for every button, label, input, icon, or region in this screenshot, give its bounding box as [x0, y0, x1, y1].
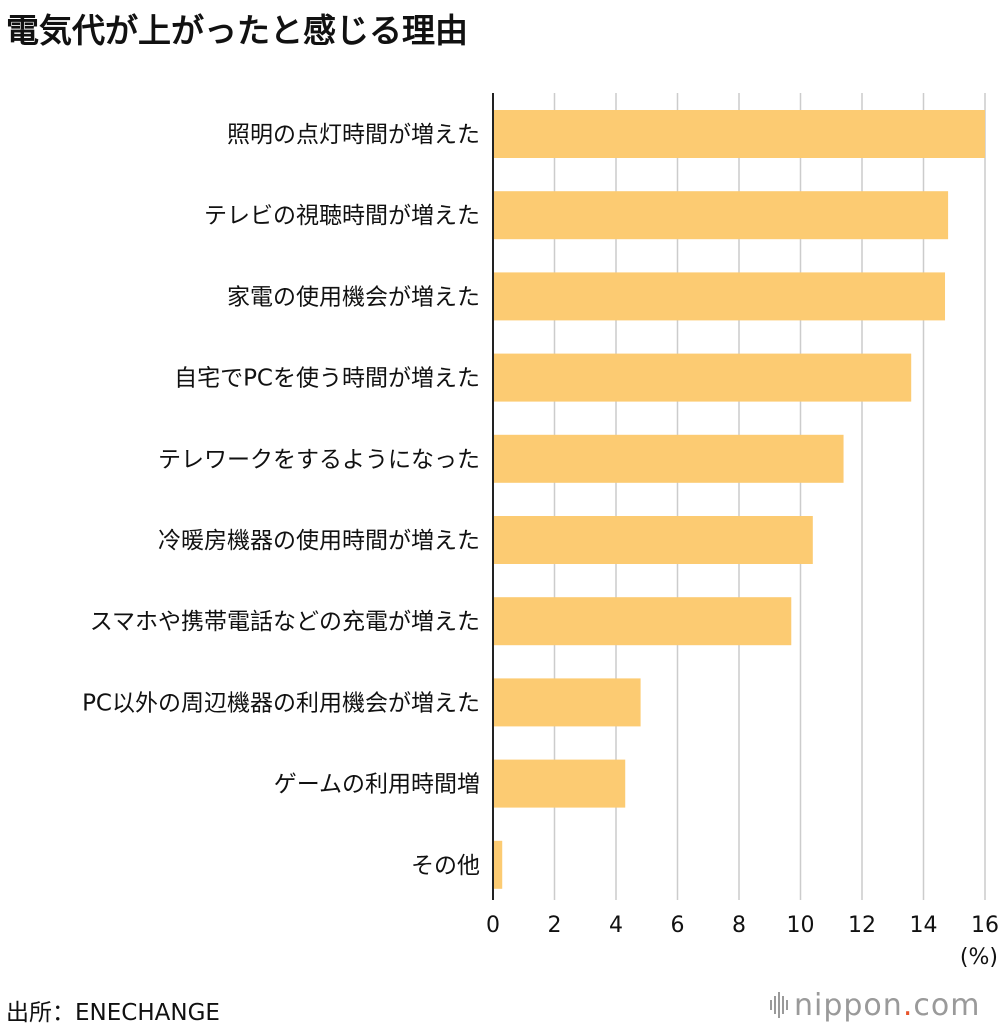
x-tick-label: 12 [848, 913, 876, 938]
x-tick-label: 4 [609, 913, 623, 938]
category-label: スマホや携帯電話などの充電が増えた [90, 609, 480, 635]
category-label: 自宅でPCを使う時間が増えた [174, 366, 480, 392]
bar [493, 678, 641, 727]
x-axis-unit-label: (%) [960, 945, 998, 970]
brand-wordmark: nippon.com [794, 987, 981, 1023]
x-tick-label: 2 [548, 913, 562, 938]
category-label: テレワークをするようになった [158, 447, 480, 473]
bars [493, 110, 985, 889]
x-tick-label: 6 [671, 913, 685, 938]
bar [493, 840, 503, 889]
x-tick-label: 8 [732, 913, 746, 938]
bar [493, 597, 792, 646]
bar [493, 110, 985, 158]
x-tick-label: 16 [971, 913, 999, 938]
category-label: その他 [411, 853, 480, 879]
category-label: 冷暖房機器の使用時間が増えた [158, 528, 480, 554]
category-label: テレビの視聴時間が増えた [204, 203, 480, 229]
category-label: 照明の点灯時間が増えた [227, 122, 480, 148]
sound-bars-icon [770, 990, 788, 1020]
source-note: 出所：ENECHANGE [6, 1000, 220, 1026]
bar [493, 272, 946, 321]
bar [493, 191, 949, 240]
bar [493, 516, 813, 564]
brand-logo: nippon.com [770, 985, 980, 1025]
bar [493, 759, 626, 808]
category-label: PC以外の周辺機器の利用機会が増えた [82, 690, 480, 716]
category-label: ゲームの利用時間増 [274, 772, 480, 798]
x-tick-label: 14 [910, 913, 938, 938]
x-tick-label: 0 [486, 913, 500, 938]
bar [493, 353, 912, 402]
x-tick-label: 10 [787, 913, 815, 938]
bar [493, 434, 844, 483]
category-labels: 照明の点灯時間が増えたテレビの視聴時間が増えた家電の使用機会が増えた自宅でPCを… [82, 122, 480, 879]
x-axis-ticks: 0 2 4 6 8 10 12 14 16 [486, 913, 999, 938]
chart-title: 電気代が上がったと感じる理由 [6, 11, 468, 50]
category-label: 家電の使用機会が増えた [227, 284, 480, 310]
